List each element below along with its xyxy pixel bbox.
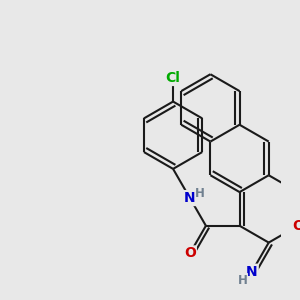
Text: O: O [184, 246, 196, 260]
Text: O: O [292, 219, 300, 233]
Text: H: H [195, 187, 205, 200]
Text: N: N [246, 265, 258, 279]
Text: H: H [238, 274, 248, 287]
Text: N: N [184, 191, 196, 205]
Text: Cl: Cl [166, 71, 181, 85]
